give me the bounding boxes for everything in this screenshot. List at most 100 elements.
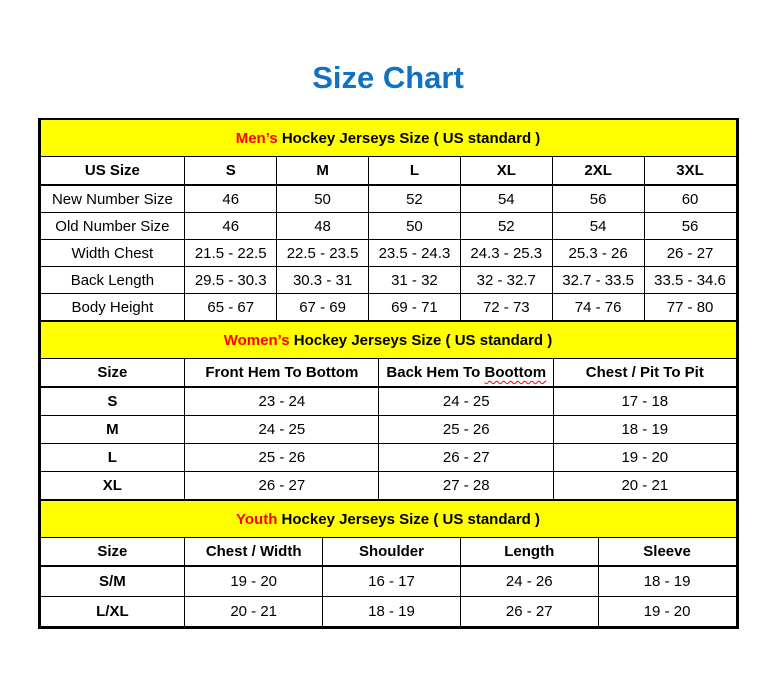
col-header: Size (39, 358, 186, 388)
cell: 21.5 - 22.5 (184, 239, 278, 267)
cell: 60 (643, 184, 737, 213)
col-header: Chest / Pit To Pit (553, 358, 737, 388)
col-header: Size (39, 537, 186, 567)
row-label: Body Height (39, 293, 186, 321)
col-header: Chest / Width (184, 537, 324, 567)
table-row: Width Chest 21.5 - 22.5 22.5 - 23.5 23.5… (39, 239, 737, 267)
mens-section-title: Men’s Hockey Jerseys Size ( US standard … (39, 120, 737, 157)
row-label: Old Number Size (39, 212, 186, 240)
table-row: L 25 - 26 26 - 27 19 - 20 (39, 443, 737, 472)
back-hem-prefix: Back Hem To (386, 364, 481, 381)
col-header: US Size (39, 156, 186, 186)
page-title: Size Chart (312, 60, 464, 95)
cell: 65 - 67 (184, 293, 278, 321)
table-row: S/M 19 - 20 16 - 17 24 - 26 18 - 19 (39, 565, 737, 597)
table-row: XL 26 - 27 27 - 28 20 - 21 (39, 471, 737, 500)
cell: 26 - 27 (184, 471, 380, 500)
cell: 19 - 20 (553, 443, 737, 472)
cell: 26 - 27 (459, 596, 599, 627)
col-header: S (184, 156, 278, 186)
row-label: L/XL (39, 596, 186, 627)
cell: 20 - 21 (184, 596, 324, 627)
cell: 32 - 32.7 (459, 266, 553, 294)
cell: 17 - 18 (553, 386, 737, 416)
table-row: L/XL 20 - 21 18 - 19 26 - 27 19 - 20 (39, 596, 737, 627)
col-header: M (276, 156, 369, 186)
table-row: S 23 - 24 24 - 25 17 - 18 (39, 386, 737, 416)
cell: 69 - 71 (368, 293, 461, 321)
cell: 19 - 20 (184, 565, 324, 597)
cell: 77 - 80 (643, 293, 737, 321)
cell: 24 - 26 (459, 565, 599, 597)
womens-section-band: Women’s Hockey Jerseys Size ( US standar… (39, 321, 737, 359)
row-label: M (39, 415, 186, 444)
cell: 25 - 26 (184, 443, 380, 472)
cell: 19 - 20 (597, 596, 737, 627)
cell: 26 - 27 (643, 239, 737, 267)
col-header: 2XL (551, 156, 645, 186)
col-header: Length (459, 537, 599, 567)
cell: 67 - 69 (276, 293, 369, 321)
cell: 33.5 - 34.6 (643, 266, 737, 294)
table-row: Old Number Size 46 48 50 52 54 56 (39, 212, 737, 240)
cell: 52 (368, 184, 461, 213)
cell: 52 (459, 212, 553, 240)
mens-title-rest: Hockey Jerseys Size ( US standard ) (281, 129, 541, 147)
cell: 72 - 73 (459, 293, 553, 321)
col-header-misspelled: Back Hem To Boottom (378, 358, 555, 388)
row-label: Width Chest (39, 239, 186, 267)
cell: 46 (184, 184, 278, 213)
cell: 48 (276, 212, 369, 240)
cell: 32.7 - 33.5 (551, 266, 645, 294)
row-label: S (39, 386, 186, 416)
youth-title-rest: Hockey Jerseys Size ( US standard ) (281, 510, 540, 528)
womens-title-rest: Hockey Jerseys Size ( US standard ) (293, 331, 553, 349)
mens-title-highlight: Men’s (235, 129, 278, 147)
back-hem-misspelled-word: Boottom (484, 364, 547, 381)
cell: 29.5 - 30.3 (184, 266, 278, 294)
col-header: Front Hem To Bottom (184, 358, 380, 388)
cell: 54 (459, 184, 553, 213)
mens-header-row: US Size S M L XL 2XL 3XL (39, 156, 737, 186)
row-label: S/M (39, 565, 186, 597)
cell: 74 - 76 (551, 293, 645, 321)
table-row: Body Height 65 - 67 67 - 69 69 - 71 72 -… (39, 293, 737, 321)
table-row: Back Length 29.5 - 30.3 30.3 - 31 31 - 3… (39, 266, 737, 294)
cell: 46 (184, 212, 278, 240)
row-label: L (39, 443, 186, 472)
table-row: M 24 - 25 25 - 26 18 - 19 (39, 415, 737, 444)
col-header: L (368, 156, 461, 186)
cell: 25.3 - 26 (551, 239, 645, 267)
cell: 50 (368, 212, 461, 240)
youth-section-title: Youth Hockey Jerseys Size ( US standard … (39, 500, 737, 538)
row-label: New Number Size (39, 184, 186, 213)
cell: 27 - 28 (378, 471, 555, 500)
youth-title-highlight: Youth (236, 510, 278, 528)
table-row: New Number Size 46 50 52 54 56 60 (39, 184, 737, 213)
womens-title-highlight: Women’s (223, 331, 290, 349)
cell: 18 - 19 (597, 565, 737, 597)
cell: 25 - 26 (378, 415, 555, 444)
col-header: Shoulder (322, 537, 461, 567)
youth-header-row: Size Chest / Width Shoulder Length Sleev… (39, 537, 737, 567)
womens-size-table: Women’s Hockey Jerseys Size ( US standar… (39, 321, 737, 500)
row-label: XL (39, 471, 186, 500)
cell: 24.3 - 25.3 (459, 239, 553, 267)
cell: 18 - 19 (553, 415, 737, 444)
cell: 16 - 17 (322, 565, 461, 597)
col-header: Sleeve (597, 537, 737, 567)
cell: 31 - 32 (368, 266, 461, 294)
youth-size-table: Youth Hockey Jerseys Size ( US standard … (39, 500, 737, 627)
size-chart-page: Size Chart Men’s Hockey Jerseys Size ( U… (37, 60, 739, 629)
cell: 23 - 24 (184, 386, 380, 416)
cell: 24 - 25 (184, 415, 380, 444)
womens-header-row: Size Front Hem To Bottom Back Hem To Boo… (39, 358, 737, 388)
mens-section-band: Men’s Hockey Jerseys Size ( US standard … (39, 120, 737, 157)
cell: 22.5 - 23.5 (276, 239, 369, 267)
size-chart-tables: Men’s Hockey Jerseys Size ( US standard … (37, 118, 739, 629)
col-header: XL (459, 156, 553, 186)
youth-section-band: Youth Hockey Jerseys Size ( US standard … (39, 500, 737, 538)
cell: 54 (551, 212, 645, 240)
cell: 26 - 27 (378, 443, 555, 472)
cell: 56 (551, 184, 645, 213)
